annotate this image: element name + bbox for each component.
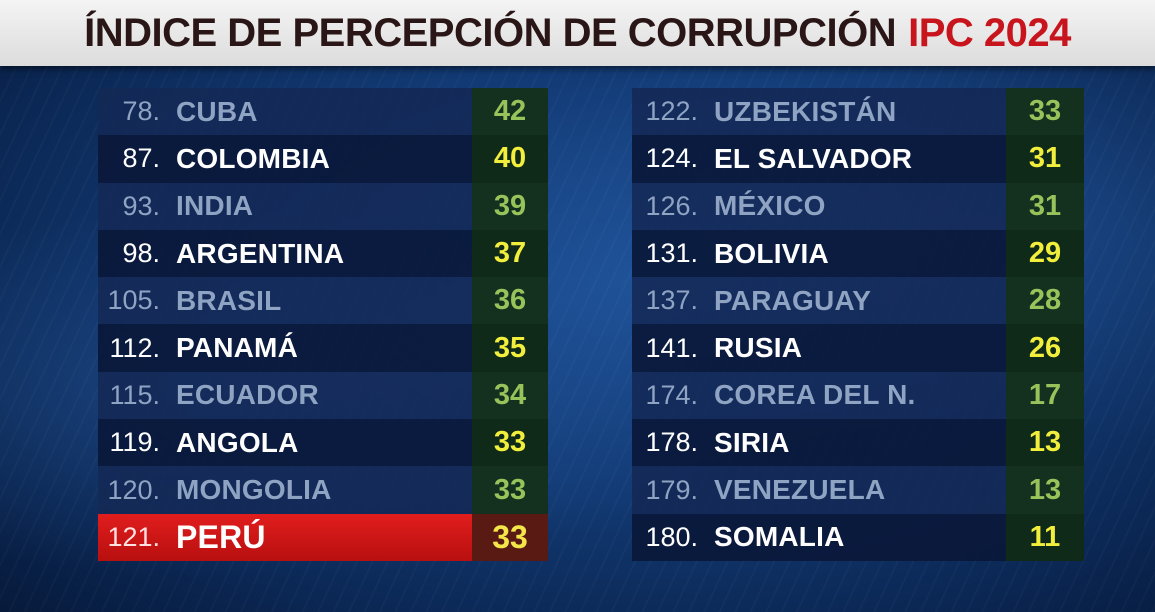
country-cell: MÉXICO <box>714 190 826 222</box>
country-cell: INDIA <box>176 190 254 222</box>
table-row: 115. ECUADOR 34 <box>98 371 548 420</box>
table-row: 174. COREA DEL N. 17 <box>632 371 1084 420</box>
score-cell: 29 <box>1006 229 1084 278</box>
score-cell: 13 <box>1006 466 1084 514</box>
table-row: 119. ANGOLA 33 <box>98 419 548 467</box>
rank-cell: 119. <box>109 427 160 458</box>
table-row: 178. SIRIA 13 <box>632 419 1084 467</box>
country-cell: UZBEKISTÁN <box>714 95 897 127</box>
country-cell: PANAMÁ <box>176 332 299 364</box>
score-cell: 33 <box>1006 88 1084 136</box>
country-cell: BOLIVIA <box>714 237 829 269</box>
country-cell: ARGENTINA <box>176 237 345 269</box>
table-row: 112. PANAMÁ 35 <box>98 324 548 372</box>
ranking-table-left: 78. CUBA 42 87. COLOMBIA 40 93. INDIA 39 98. AR… <box>98 88 548 561</box>
score-cell: 33 <box>472 419 548 467</box>
country-cell: PERÚ <box>176 518 266 555</box>
table-row: 180. SOMALIA 11 <box>632 513 1084 561</box>
table-row: 78. CUBA 42 <box>98 88 548 136</box>
score-cell: 13 <box>1006 419 1084 467</box>
score-cell: 36 <box>472 277 548 325</box>
country-cell: ANGOLA <box>176 426 299 458</box>
table-row: 179. VENEZUELA 13 <box>632 466 1084 514</box>
rank-cell: 112. <box>109 332 160 363</box>
rank-cell: 105. <box>107 285 160 316</box>
country-cell: COLOMBIA <box>176 142 331 174</box>
rank-cell: 98. <box>122 238 160 269</box>
score-cell: 39 <box>472 182 548 230</box>
table-row: 122. UZBEKISTÁN 33 <box>632 88 1084 136</box>
rank-cell: 121. <box>107 521 160 552</box>
country-cell: COREA DEL N. <box>714 379 916 411</box>
table-row-highlight: 121. PERÚ 33 <box>98 513 548 561</box>
country-cell: BRASIL <box>176 284 282 316</box>
rank-cell: 120. <box>107 474 160 505</box>
title-main: ÍNDICE DE PERCEPCIÓN DE CORRUPCIÓN <box>84 10 897 55</box>
rank-cell: 131. <box>645 238 698 269</box>
title-accent: IPC 2024 <box>908 10 1071 55</box>
score-cell: 28 <box>1006 277 1084 325</box>
table-row: 98. ARGENTINA 37 <box>98 229 548 278</box>
country-cell: PARAGUAY <box>714 284 872 316</box>
rank-cell: 178. <box>645 427 698 458</box>
rank-cell: 174. <box>645 379 698 410</box>
table-row: 120. MONGOLIA 33 <box>98 466 548 514</box>
table-row: 93. INDIA 39 <box>98 182 548 230</box>
table-row: 141. RUSIA 26 <box>632 324 1084 372</box>
rank-cell: 180. <box>645 521 698 552</box>
title-bar: ÍNDICE DE PERCEPCIÓN DE CORRUPCIÓN IPC 20… <box>0 0 1155 66</box>
rank-cell: 124. <box>645 143 698 174</box>
country-cell: MONGOLIA <box>176 474 332 506</box>
score-cell: 31 <box>1006 135 1084 183</box>
score-cell: 40 <box>472 135 548 183</box>
rank-cell: 87. <box>122 143 160 174</box>
rank-cell: 141. <box>645 332 698 363</box>
score-cell: 33 <box>472 466 548 514</box>
score-cell: 37 <box>472 229 548 278</box>
country-cell: SIRIA <box>714 426 790 458</box>
table-row: 137. PARAGUAY 28 <box>632 277 1084 325</box>
score-cell: 26 <box>1006 324 1084 372</box>
country-cell: VENEZUELA <box>714 474 886 506</box>
ranking-table-right: 122. UZBEKISTÁN 33 124. EL SALVADOR 31 126. M… <box>632 88 1084 561</box>
table-row: 105. BRASIL 36 <box>98 277 548 325</box>
score-cell: 35 <box>472 324 548 372</box>
score-cell: 31 <box>1006 182 1084 230</box>
country-cell: EL SALVADOR <box>714 142 913 174</box>
score-cell: 42 <box>472 88 548 136</box>
rank-cell: 179. <box>645 474 698 505</box>
score-cell: 17 <box>1006 371 1084 420</box>
country-cell: RUSIA <box>714 332 803 364</box>
table-row: 87. COLOMBIA 40 <box>98 135 548 183</box>
rank-cell: 122. <box>645 96 698 127</box>
country-cell: ECUADOR <box>176 379 319 411</box>
country-cell: CUBA <box>176 95 258 127</box>
score-cell: 34 <box>472 371 548 420</box>
rank-cell: 78. <box>122 96 160 127</box>
table-row: 126. MÉXICO 31 <box>632 182 1084 230</box>
table-row: 131. BOLIVIA 29 <box>632 229 1084 278</box>
country-cell: SOMALIA <box>714 521 845 553</box>
score-cell: 11 <box>1006 513 1084 561</box>
table-row: 124. EL SALVADOR 31 <box>632 135 1084 183</box>
rank-cell: 126. <box>645 190 698 221</box>
page-title: ÍNDICE DE PERCEPCIÓN DE CORRUPCIÓN IPC 20… <box>84 11 1071 56</box>
rank-cell: 93. <box>122 190 160 221</box>
rank-cell: 137. <box>645 285 698 316</box>
score-cell: 33 <box>472 513 548 561</box>
rank-cell: 115. <box>109 379 160 410</box>
